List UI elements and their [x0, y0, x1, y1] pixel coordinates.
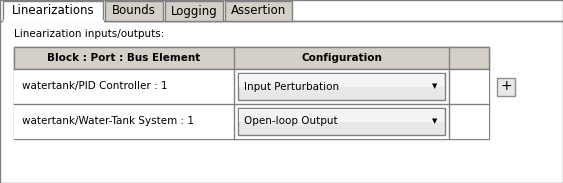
Text: Linearization inputs/outputs:: Linearization inputs/outputs:: [14, 29, 164, 39]
Text: Block : Port : Bus Element: Block : Port : Bus Element: [47, 53, 200, 63]
Bar: [14, 104, 489, 139]
Bar: [238, 73, 445, 100]
Text: +: +: [500, 79, 512, 94]
Text: watertank/Water-Tank System : 1: watertank/Water-Tank System : 1: [22, 117, 194, 126]
Bar: [497, 77, 515, 96]
Text: Assertion: Assertion: [231, 5, 286, 18]
Bar: [0, 21, 563, 183]
Bar: [105, 1, 163, 21]
Bar: [14, 69, 489, 104]
Text: Logging: Logging: [171, 5, 217, 18]
Bar: [239, 109, 444, 122]
Bar: [14, 47, 489, 69]
Bar: [3, 1, 103, 21]
Text: Bounds: Bounds: [112, 5, 156, 18]
Text: Configuration: Configuration: [301, 53, 382, 63]
Text: Open-loop Output: Open-loop Output: [244, 117, 338, 126]
Bar: [14, 47, 489, 139]
Text: Linearizations: Linearizations: [12, 5, 95, 18]
Text: ▼: ▼: [432, 83, 437, 89]
Bar: [238, 108, 445, 135]
Bar: [239, 74, 444, 87]
Text: watertank/PID Controller : 1: watertank/PID Controller : 1: [22, 81, 168, 92]
Bar: [165, 1, 223, 21]
Bar: [225, 1, 292, 21]
Text: Input Perturbation: Input Perturbation: [244, 81, 339, 92]
Text: ▼: ▼: [432, 119, 437, 124]
